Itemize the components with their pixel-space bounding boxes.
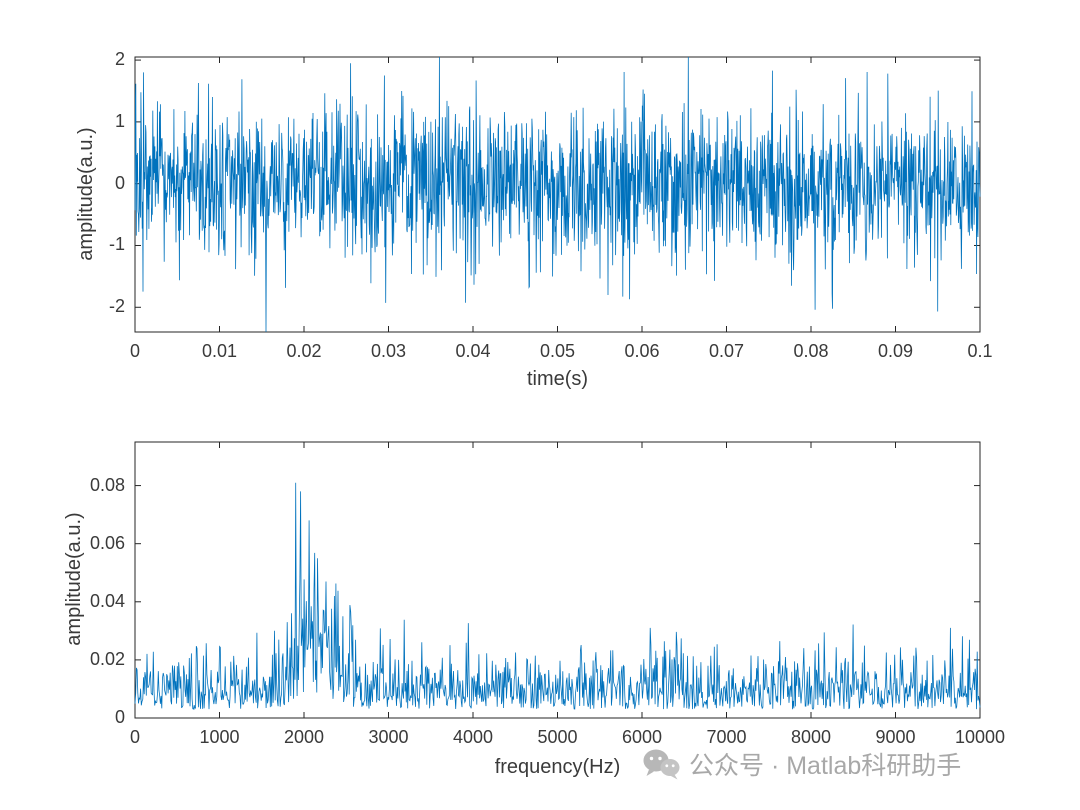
tick-label: 10000: [954, 727, 1006, 747]
tick-label: 0.06: [624, 341, 660, 361]
tick-label: 0.09: [877, 341, 914, 361]
tick-label: 0.03: [370, 341, 407, 361]
wechat-icon: [642, 748, 680, 780]
tick-label: 0.04: [89, 590, 125, 611]
tick-label: 2000: [283, 727, 325, 747]
tick-label: 0.08: [793, 341, 829, 361]
tick-label: 0.08: [89, 474, 125, 495]
tick-label: 6000: [621, 727, 663, 747]
tick-label: 1000: [199, 727, 240, 747]
tick-label: 5000: [537, 727, 578, 747]
tick-label: 0.04: [455, 341, 491, 361]
tick-label: 1: [114, 111, 125, 132]
tick-label: 0.01: [201, 341, 238, 361]
tick-label: 0: [129, 341, 141, 361]
tick-label: 0: [114, 707, 125, 728]
tick-label: 0.06: [89, 532, 125, 553]
spectrum-amplitude-axis-label: amplitude(a.u.): [63, 512, 85, 646]
tick-label: 0.05: [539, 341, 576, 361]
noisy-signal-line: [134, 56, 981, 333]
watermark: 公众号 · Matlab科研助手: [642, 746, 961, 782]
tick-label: -2: [108, 296, 125, 317]
tick-label: 0.07: [708, 341, 745, 361]
tick-label: 0: [114, 172, 125, 193]
tick-label: 0.1: [967, 341, 993, 361]
time-amplitude-axis-label: amplitude(a.u.): [75, 127, 97, 261]
tick-label: 0.02: [286, 341, 322, 361]
amplitude-spectrum-line: [134, 482, 981, 710]
tick-label: 9000: [875, 727, 916, 747]
tick-label: 0.02: [89, 649, 125, 670]
tick-label: 2: [114, 49, 125, 70]
tick-label: 0: [129, 727, 141, 747]
tick-label: 3000: [368, 727, 409, 747]
time-axis-label: time(s): [526, 368, 589, 390]
watermark-text: 公众号 · Matlab科研助手: [689, 752, 962, 780]
tick-label: 7000: [706, 727, 747, 747]
frequency-axis-label: frequency(Hz): [494, 756, 621, 778]
tick-label: 4000: [452, 727, 494, 747]
tick-label: -1: [108, 234, 125, 255]
tick-label: 8000: [790, 727, 832, 747]
